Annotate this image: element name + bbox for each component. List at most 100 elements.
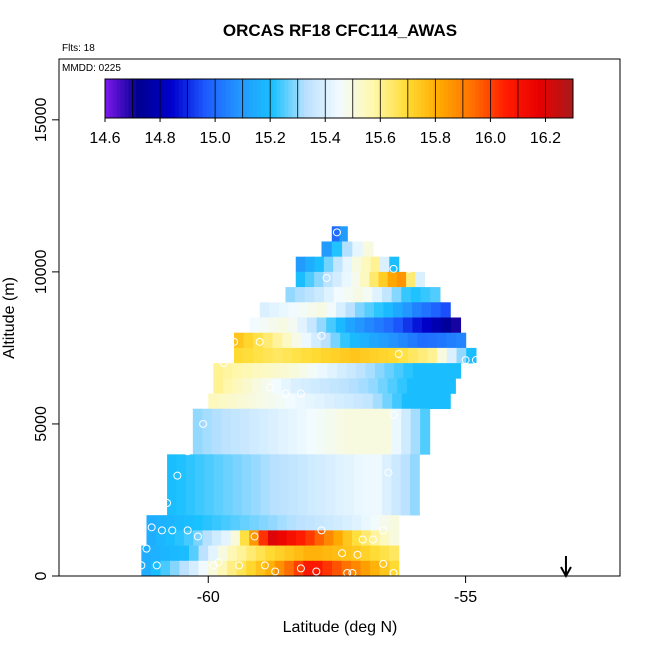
curtain-cell — [359, 347, 371, 364]
colorbar-tick-label: 15.0 — [200, 130, 231, 147]
curtain-cell — [389, 256, 400, 273]
curtain-cell — [400, 454, 411, 516]
curtain-cell — [316, 317, 327, 334]
curtain-cell — [435, 378, 447, 394]
sample-point — [260, 561, 269, 570]
curtain-cell — [303, 560, 314, 576]
curtain-cell — [150, 545, 162, 562]
curtain-cell — [374, 363, 386, 379]
curtain-cell — [237, 393, 248, 410]
colorbar-segment — [557, 79, 562, 118]
curtain-cell — [325, 408, 336, 455]
curtain-cell — [370, 256, 381, 273]
curtain-cell — [233, 347, 245, 364]
colorbar-segment — [417, 79, 422, 118]
curtain-cell — [183, 515, 194, 531]
curtain-cell — [389, 530, 400, 546]
curtain-cell — [380, 530, 390, 546]
curtain-cell — [297, 302, 308, 318]
curtain-cell — [409, 454, 420, 516]
curtain-cell — [402, 317, 414, 334]
curtain-cell — [301, 332, 312, 349]
colorbar-segment — [128, 79, 133, 118]
colorbar-tick-label: 16.0 — [475, 130, 506, 147]
curtain-cell — [256, 393, 267, 410]
curtain-cell — [213, 378, 224, 394]
curtain-cell — [331, 226, 341, 242]
curtain-cell — [263, 347, 274, 364]
curtain-cell — [372, 408, 383, 455]
colorbar-segment — [147, 79, 153, 118]
curtain-cell — [282, 332, 293, 349]
curtain-cell — [287, 408, 298, 455]
sample-point — [358, 535, 367, 544]
curtain-cell — [249, 317, 260, 334]
curtain-cell — [260, 363, 272, 379]
curtain-cell — [267, 530, 278, 546]
curtain-cell — [360, 545, 371, 562]
curtain-cell — [185, 454, 196, 516]
colorbar-segment — [202, 79, 207, 118]
curtain-cell — [382, 393, 393, 410]
curtain-cell — [325, 454, 336, 516]
sample-point — [142, 544, 151, 553]
curtain-cell — [160, 545, 171, 562]
curtain-cell — [368, 378, 379, 394]
curtain-cell — [295, 271, 306, 288]
curtain-cell — [198, 560, 209, 576]
curtain-cell — [401, 408, 412, 455]
colorbar-segment — [385, 79, 391, 118]
curtain-cell — [295, 256, 306, 273]
curtain-cell — [391, 287, 402, 303]
curtain-cell — [327, 363, 338, 379]
sample-point — [338, 549, 347, 558]
curtain-cell — [202, 408, 213, 455]
curtain-cell — [393, 302, 404, 318]
curtain-cell — [232, 378, 244, 394]
colorbar-segment — [167, 79, 172, 118]
sample-point — [389, 264, 398, 273]
colorbar-segment — [413, 79, 418, 118]
curtain-cell — [378, 332, 389, 349]
curtain-cell — [341, 271, 352, 288]
curtain-cell — [295, 515, 306, 531]
sample-point — [461, 356, 470, 365]
curtain-cell — [334, 408, 345, 455]
curtain-cell — [239, 515, 250, 531]
curtain-cell — [322, 545, 333, 562]
curtain-cell — [282, 347, 293, 364]
curtain-cell — [230, 515, 241, 531]
curtain-cell — [314, 393, 325, 410]
sample-point — [271, 567, 280, 576]
sample-point — [368, 535, 377, 544]
curtain-cell — [295, 393, 306, 410]
curtain-cell — [277, 515, 288, 531]
curtain-cell — [333, 515, 344, 531]
curtain-cell — [288, 454, 299, 516]
curtain-cell — [198, 545, 209, 562]
curtain-cell — [389, 515, 400, 531]
curtain-cell — [189, 545, 200, 562]
colorbar-segment — [491, 79, 496, 118]
curtain-cell — [297, 454, 308, 516]
curtain-cell — [406, 271, 416, 288]
colorbar-segment — [456, 79, 461, 118]
colorbar-segment — [151, 79, 157, 118]
curtain-cell — [155, 515, 166, 531]
curtain-cell — [272, 347, 283, 364]
curtain-cell — [403, 363, 414, 379]
curtain-cell — [374, 317, 385, 334]
curtain-cell — [315, 408, 326, 455]
colorbar-segment — [436, 79, 441, 118]
curtain-cell — [265, 545, 276, 562]
curtain-cell — [391, 454, 402, 516]
sample-point — [193, 532, 202, 541]
curtain-cell — [372, 454, 383, 516]
sample-point — [127, 561, 136, 570]
curtain-cell — [431, 302, 442, 318]
curtain-cell — [369, 332, 380, 349]
colorbar-segment — [498, 79, 504, 118]
curtain-cell — [370, 530, 381, 546]
curtain-cell — [450, 317, 462, 334]
